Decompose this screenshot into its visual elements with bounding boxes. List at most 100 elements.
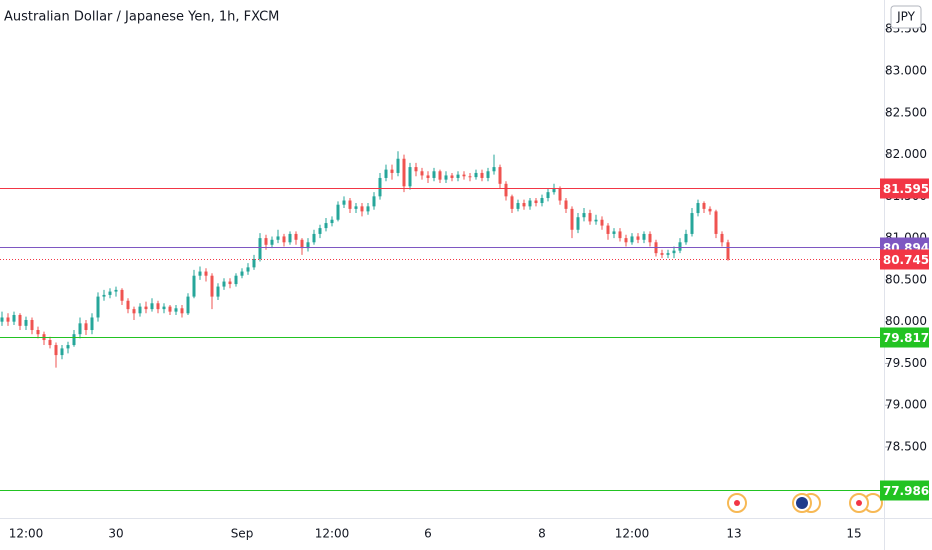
x-tick-label: 30 <box>108 527 123 541</box>
candle-body <box>252 259 256 268</box>
candle-body <box>132 309 136 314</box>
candle-body <box>414 167 418 172</box>
candle-body <box>552 187 556 193</box>
event-dot <box>856 500 862 506</box>
candle-body <box>84 323 88 331</box>
price-level-tag <box>880 480 929 501</box>
x-tick-label: 8 <box>538 527 546 541</box>
candle-body <box>354 206 358 209</box>
candle-body <box>672 250 676 254</box>
candle-body <box>180 308 184 314</box>
candle-body <box>708 208 712 212</box>
candle-body <box>714 211 718 234</box>
candle-body <box>690 213 694 234</box>
candle-body <box>66 345 70 349</box>
candle-body <box>24 319 28 326</box>
candle-body <box>72 334 76 346</box>
candle-body <box>696 203 700 214</box>
event-flag <box>796 497 808 509</box>
candle-body <box>258 238 262 259</box>
candle-body <box>90 317 94 331</box>
candle-body <box>186 296 190 314</box>
candle-body <box>366 206 370 212</box>
candle-body <box>504 183 508 197</box>
candle-body <box>264 238 268 245</box>
candle-body <box>168 306 172 312</box>
candle-body <box>204 271 208 276</box>
candle-body <box>336 204 340 220</box>
price-level-tag <box>880 178 929 199</box>
candle-body <box>618 231 622 239</box>
candle-body <box>540 198 544 204</box>
y-tick-label: 82.500 <box>885 105 927 119</box>
candle-body <box>432 171 436 178</box>
candle-body <box>246 267 250 272</box>
candle-body <box>546 192 550 199</box>
candle-body <box>396 158 400 173</box>
candle-body <box>222 281 226 287</box>
candle-body <box>228 281 232 285</box>
candle-body <box>684 233 688 243</box>
x-tick-label: 12:00 <box>315 527 350 541</box>
candle-body <box>108 291 112 295</box>
candle-body <box>324 223 328 229</box>
candle-body <box>678 242 682 251</box>
candle-body <box>312 233 316 243</box>
candle-body <box>126 300 130 310</box>
candle-body <box>600 219 604 226</box>
candle-body <box>516 203 520 209</box>
y-tick-label: 78.500 <box>885 439 927 453</box>
candle-body <box>0 317 4 322</box>
price-level-label: 81.595 <box>883 182 929 196</box>
candle-body <box>402 158 406 187</box>
price-level-tag <box>880 249 929 270</box>
candle-body <box>426 175 430 178</box>
candle-body <box>342 200 346 205</box>
candle-body <box>216 286 220 297</box>
currency-label[interactable]: JPY <box>896 10 916 24</box>
candle-body <box>294 233 298 240</box>
candle-body <box>498 167 502 184</box>
candle-body <box>666 253 670 255</box>
candle-body <box>54 345 58 356</box>
price-level-label: 80.745 <box>883 253 929 267</box>
x-tick-label: 6 <box>424 527 432 541</box>
candle-body <box>648 233 652 243</box>
currency-box[interactable] <box>890 5 922 29</box>
candle-body <box>468 176 472 178</box>
candle-body <box>564 200 568 209</box>
y-tick-label: 82.000 <box>885 147 927 161</box>
candle-body <box>300 239 304 249</box>
candle-body <box>144 306 148 310</box>
candle-body <box>456 174 460 178</box>
candle-body <box>528 200 532 207</box>
candle-body <box>288 233 292 243</box>
price-level-label: 77.986 <box>883 484 929 498</box>
price-level-label: 79.817 <box>883 331 929 345</box>
candle-body <box>12 314 16 322</box>
candle-body <box>156 303 160 310</box>
y-tick-label: 83.000 <box>885 64 927 78</box>
y-tick-label: 80.000 <box>885 314 927 328</box>
candle-body <box>702 203 706 209</box>
candle-body <box>150 303 154 310</box>
candle-body <box>240 271 244 276</box>
candle-body <box>192 275 196 297</box>
candle-body <box>444 175 448 180</box>
candle-body <box>726 242 730 260</box>
candle-body <box>60 348 64 356</box>
x-tick-label: 12:00 <box>615 527 650 541</box>
candle-body <box>408 167 412 187</box>
event-markers <box>727 493 883 513</box>
candle-body <box>306 242 310 249</box>
candle-body <box>612 231 616 234</box>
candle-body <box>330 219 334 224</box>
candle-body <box>78 323 82 335</box>
candle-body <box>48 340 52 346</box>
candle-body <box>492 167 496 172</box>
candle-body <box>510 196 514 209</box>
candle-body <box>372 196 376 207</box>
candle-body <box>360 206 364 212</box>
